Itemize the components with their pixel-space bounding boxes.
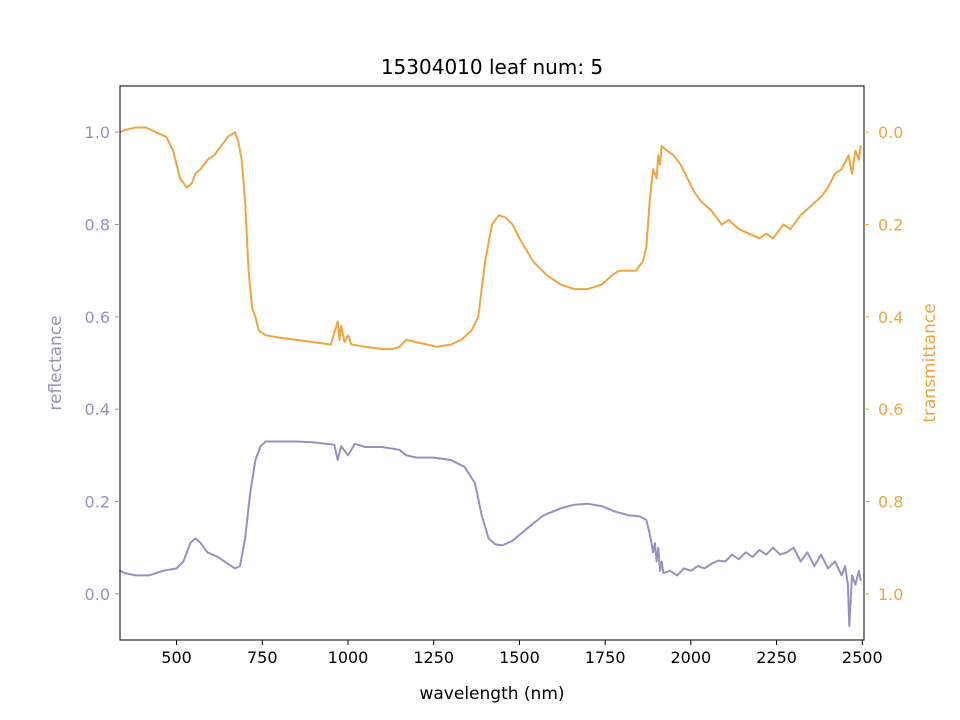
x-tick-label: 1000 <box>328 648 369 667</box>
right-tick-label: 1.0 <box>878 585 903 604</box>
right-axis-label: transmittance <box>920 303 940 422</box>
left-tick-label: 0.8 <box>85 216 110 235</box>
right-tick-label: 0.4 <box>878 308 903 327</box>
left-tick-label: 1.0 <box>85 123 110 142</box>
left-tick-label: 0.6 <box>85 308 110 327</box>
right-tick-label: 0.8 <box>878 493 903 512</box>
series-layer <box>119 126 862 628</box>
reflectance-line <box>119 440 862 628</box>
left-tick-label: 0.0 <box>85 585 110 604</box>
right-axis: 0.0 0.2 0.4 0.6 0.8 1.0 <box>864 123 903 604</box>
x-tick-label: 1750 <box>585 648 626 667</box>
left-axis-label: reflectance <box>46 315 66 410</box>
x-tick-label: 1250 <box>413 648 454 667</box>
x-axis: 500 750 1000 1250 1500 1750 2000 2250 2500 <box>161 640 883 667</box>
x-tick-label: 750 <box>247 648 278 667</box>
right-tick-label: 0.2 <box>878 216 903 235</box>
right-tick-label: 0.6 <box>878 400 903 419</box>
x-tick-label: 1500 <box>499 648 540 667</box>
left-axis: 0.0 0.2 0.4 0.6 0.8 1.0 <box>85 123 120 604</box>
x-tick-label: 2000 <box>670 648 711 667</box>
left-tick-label: 0.2 <box>85 493 110 512</box>
left-tick-label: 0.4 <box>85 400 110 419</box>
x-tick-label: 2250 <box>756 648 797 667</box>
x-tick-label: 2500 <box>842 648 883 667</box>
x-tick-label: 500 <box>161 648 192 667</box>
right-tick-label: 0.0 <box>878 123 903 142</box>
plot-frame <box>119 85 865 641</box>
transmittance-line <box>119 126 862 351</box>
chart-title: 15304010 leaf num: 5 <box>381 55 603 79</box>
x-axis-label: wavelength (nm) <box>419 684 564 704</box>
